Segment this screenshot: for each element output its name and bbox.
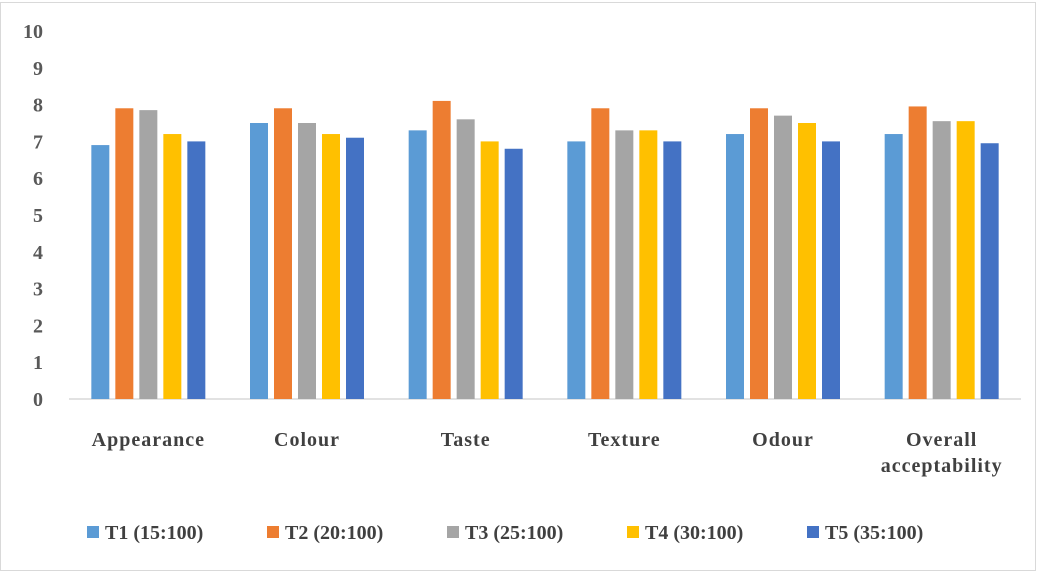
bar: [139, 110, 158, 400]
bar: [274, 108, 292, 399]
bar: [750, 108, 768, 399]
bar: [115, 108, 134, 399]
legend-swatch: [627, 526, 639, 538]
y-tick-label: 0: [33, 389, 43, 411]
legend-label: T1 (15:100): [105, 522, 203, 544]
bar: [408, 130, 427, 400]
legend-label: T5 (35:100): [825, 522, 923, 544]
bar: [980, 143, 999, 399]
bar: [322, 134, 340, 400]
y-tick-label: 3: [33, 279, 43, 301]
y-tick-label: 7: [33, 131, 43, 153]
legend-label: T4 (30:100): [645, 522, 743, 544]
bar: [163, 134, 182, 400]
bar: [591, 108, 610, 399]
bar: [798, 123, 816, 399]
y-tick-label: 9: [33, 58, 43, 80]
bar: [432, 100, 451, 400]
bar: [346, 137, 364, 399]
bar: [615, 130, 634, 400]
category-labels: Appearance Colour Taste Texture Odour Overall…: [92, 429, 1003, 477]
legend-swatch: [807, 526, 819, 538]
y-tick-label: 8: [33, 95, 43, 117]
legend-label: T3 (25:100): [465, 522, 563, 544]
bar: [884, 134, 903, 400]
legend-label: T2 (20:100): [285, 522, 383, 544]
legend-swatch: [267, 526, 279, 538]
bar: [663, 141, 682, 399]
bar: [639, 130, 658, 400]
legend: T1 (15:100) T2 (20:100) T3 (25:100) T4 (30:…: [87, 522, 923, 544]
category-label: Texture: [588, 429, 661, 451]
y-tick-label: 2: [33, 315, 43, 337]
category-label: Odour: [752, 429, 814, 451]
y-tick-label: 4: [33, 242, 43, 264]
bar: [504, 148, 523, 399]
bar: [726, 134, 744, 400]
bar: [456, 119, 475, 399]
category-label: Overall acceptability: [881, 429, 1003, 477]
category-label: Appearance: [92, 429, 205, 451]
bar: [774, 115, 792, 399]
bar: [932, 121, 951, 399]
legend-swatch: [447, 526, 459, 538]
y-tick-label: 1: [33, 352, 43, 374]
bar-chart: 0 1 2 3 4 5 6 7 8 9 10 Appearance Colour Taste Textur…: [23, 21, 1021, 544]
y-tick-label: 10: [23, 21, 43, 43]
bar: [908, 106, 927, 399]
bar: [298, 123, 316, 399]
y-axis-ticks: 0 1 2 3 4 5 6 7 8 9 10: [23, 21, 43, 411]
bar: [480, 141, 499, 399]
legend-swatch: [87, 526, 99, 538]
y-tick-label: 6: [33, 168, 43, 190]
bar: [250, 123, 268, 399]
category-label: Colour: [274, 429, 340, 451]
bar: [956, 121, 975, 399]
bar: [567, 141, 586, 399]
bar: [822, 141, 840, 399]
bars: [91, 100, 999, 400]
category-label: Taste: [441, 429, 491, 451]
bar: [187, 141, 206, 399]
y-tick-label: 5: [33, 205, 43, 227]
bar: [91, 145, 110, 399]
